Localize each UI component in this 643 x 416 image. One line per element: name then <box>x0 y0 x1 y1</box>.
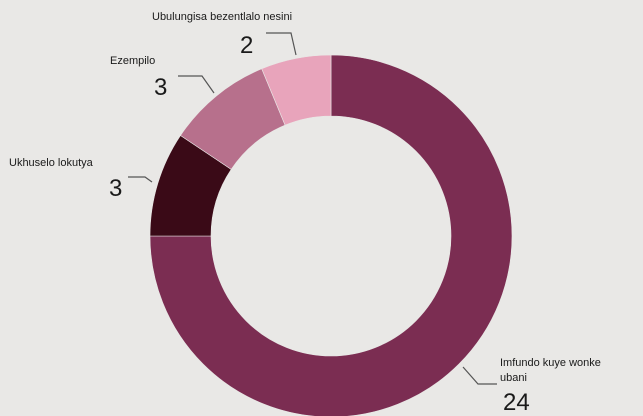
leader-line-health <box>178 75 215 94</box>
slice-label-group-health: Ezempilo 3 <box>110 55 215 101</box>
slice-value-health: 3 <box>154 74 167 101</box>
slice-value-food-security: 3 <box>109 175 122 202</box>
slice-label-education-line1: Imfundo kuye wonke <box>500 357 601 369</box>
slice-value-social-justice: 2 <box>240 32 253 59</box>
slice-label-social-justice: Ubulungisa bezentlalo nesini <box>152 11 292 23</box>
slice-label-education-line2: ubani <box>500 372 527 384</box>
slice-value-education: 24 <box>503 389 530 416</box>
slice-education <box>149 54 513 416</box>
slice-label-food-security: Ukhuselo lokutya <box>9 157 94 169</box>
leader-line-food-security <box>128 176 153 183</box>
slice-label-group-social-justice: Ubulungisa bezentlalo nesini 2 <box>152 11 297 59</box>
donut-slices <box>149 54 513 416</box>
slice-social-justice <box>261 54 332 126</box>
leader-line-social-justice <box>266 32 297 56</box>
slice-label-group-food-security: Ukhuselo lokutya 3 <box>9 157 153 202</box>
leader-line-education <box>462 366 497 385</box>
slice-label-group-education: Imfundo kuye wonke ubani 24 <box>462 357 601 416</box>
slice-label-health: Ezempilo <box>110 55 155 67</box>
